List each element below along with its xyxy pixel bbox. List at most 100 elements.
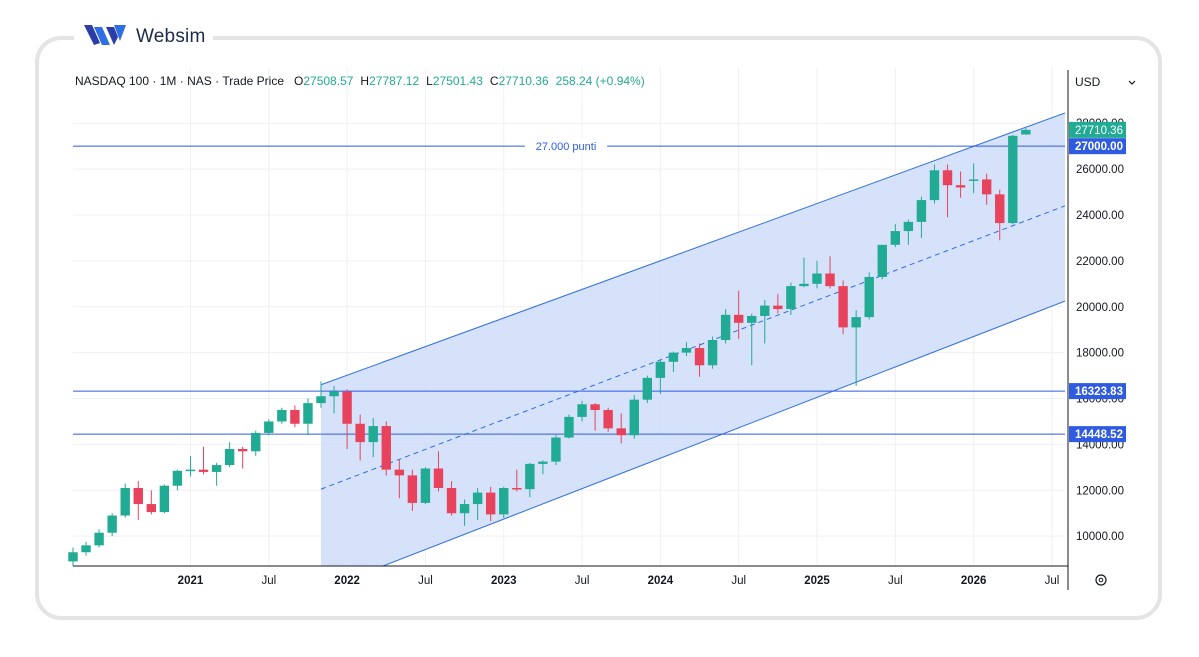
candle bbox=[590, 403, 600, 431]
candle bbox=[81, 541, 91, 556]
candle bbox=[851, 310, 861, 386]
candle-body bbox=[1021, 129, 1031, 135]
level-annotation: 27.000 punti bbox=[536, 141, 597, 153]
x-tick-label: Jul bbox=[261, 575, 276, 587]
candle-body bbox=[590, 404, 600, 410]
candle bbox=[577, 400, 587, 422]
candle-body bbox=[720, 314, 731, 341]
candle-body bbox=[747, 315, 757, 323]
channel-middle-line bbox=[320, 205, 1065, 490]
candle-body bbox=[942, 170, 953, 186]
candle bbox=[968, 163, 979, 194]
separator-dot: · bbox=[211, 74, 223, 88]
candle-body bbox=[303, 403, 313, 424]
candle bbox=[981, 173, 992, 205]
candle-body bbox=[329, 391, 339, 397]
candle-body bbox=[786, 286, 796, 310]
candle-body bbox=[472, 492, 483, 505]
candle-body bbox=[368, 426, 378, 443]
channel-upper-line bbox=[320, 112, 1065, 386]
y-tick-label: 12000.00 bbox=[1076, 485, 1124, 497]
currency-selector[interactable]: USD bbox=[1075, 75, 1136, 89]
candle bbox=[172, 469, 183, 491]
candle-body bbox=[707, 340, 718, 366]
candle bbox=[616, 413, 626, 444]
candle-body bbox=[94, 532, 104, 546]
candle-body bbox=[616, 428, 626, 436]
candle bbox=[459, 499, 470, 526]
open-label: O bbox=[294, 74, 304, 88]
high-value: 27787.12 bbox=[369, 74, 420, 88]
candle-body bbox=[277, 410, 287, 422]
candle bbox=[394, 459, 405, 499]
candle-body bbox=[694, 348, 705, 366]
level-price-label-bg bbox=[1069, 138, 1126, 155]
open-value: 27508.57 bbox=[303, 74, 354, 88]
level-price-label: 27000.00 bbox=[1075, 141, 1123, 153]
candle bbox=[251, 430, 261, 456]
candle bbox=[1021, 128, 1031, 135]
level-price-label-bg bbox=[1069, 383, 1126, 400]
candle bbox=[825, 256, 835, 289]
candle-body bbox=[773, 305, 783, 310]
candle bbox=[237, 446, 248, 469]
candle-body bbox=[968, 179, 979, 181]
candle bbox=[538, 460, 548, 475]
candle-body bbox=[264, 421, 274, 433]
candle bbox=[368, 418, 378, 458]
candle-body bbox=[564, 416, 574, 438]
interval[interactable]: 1M bbox=[159, 74, 177, 88]
level-price-label: 16323.83 bbox=[1075, 386, 1123, 398]
candle-body bbox=[120, 488, 130, 516]
candle bbox=[303, 398, 313, 436]
candle-body bbox=[733, 314, 744, 323]
candle bbox=[277, 407, 287, 424]
candle-body bbox=[760, 305, 770, 316]
channel-fill bbox=[321, 112, 1065, 566]
candle bbox=[720, 309, 731, 344]
candle-body bbox=[812, 273, 822, 284]
candle bbox=[942, 164, 953, 218]
candle bbox=[694, 343, 705, 377]
symbol-name[interactable]: NASDAQ 100 bbox=[75, 74, 150, 88]
candle bbox=[642, 375, 653, 404]
candle bbox=[94, 529, 104, 548]
candle-body bbox=[995, 194, 1005, 224]
candle-body bbox=[394, 469, 405, 476]
candle-body bbox=[577, 404, 587, 417]
candle bbox=[433, 451, 444, 492]
candle-body bbox=[512, 488, 522, 490]
candle-body bbox=[133, 488, 143, 505]
candle-body bbox=[237, 449, 248, 452]
candle bbox=[603, 407, 613, 432]
currency-label: USD bbox=[1075, 75, 1101, 89]
candle-body bbox=[551, 437, 561, 462]
candle-body bbox=[211, 465, 222, 472]
candle-body bbox=[159, 485, 170, 513]
y-tick-label: 26000.00 bbox=[1076, 164, 1124, 176]
candle bbox=[146, 490, 157, 515]
candle bbox=[381, 421, 391, 476]
separator-dot: · bbox=[149, 74, 160, 88]
gear-icon[interactable] bbox=[1095, 574, 1107, 586]
candle-body bbox=[877, 244, 887, 277]
candle-body bbox=[68, 552, 78, 562]
candle-body bbox=[342, 391, 352, 424]
candle bbox=[707, 336, 718, 369]
spacer bbox=[284, 74, 294, 88]
x-tick-label: 2022 bbox=[334, 575, 360, 587]
candle-body bbox=[433, 468, 444, 488]
candle-body bbox=[981, 179, 992, 195]
separator-dot: · bbox=[176, 74, 188, 88]
candle bbox=[120, 483, 130, 518]
x-tick-label: 2024 bbox=[648, 575, 674, 587]
candle-body bbox=[355, 423, 365, 443]
candle-body bbox=[381, 426, 391, 470]
candle bbox=[68, 547, 78, 566]
candle-body bbox=[603, 410, 613, 429]
candle bbox=[668, 351, 679, 373]
candle bbox=[799, 257, 809, 288]
brand-name: Websim bbox=[136, 26, 206, 47]
last-price-label-bg bbox=[1069, 121, 1126, 138]
